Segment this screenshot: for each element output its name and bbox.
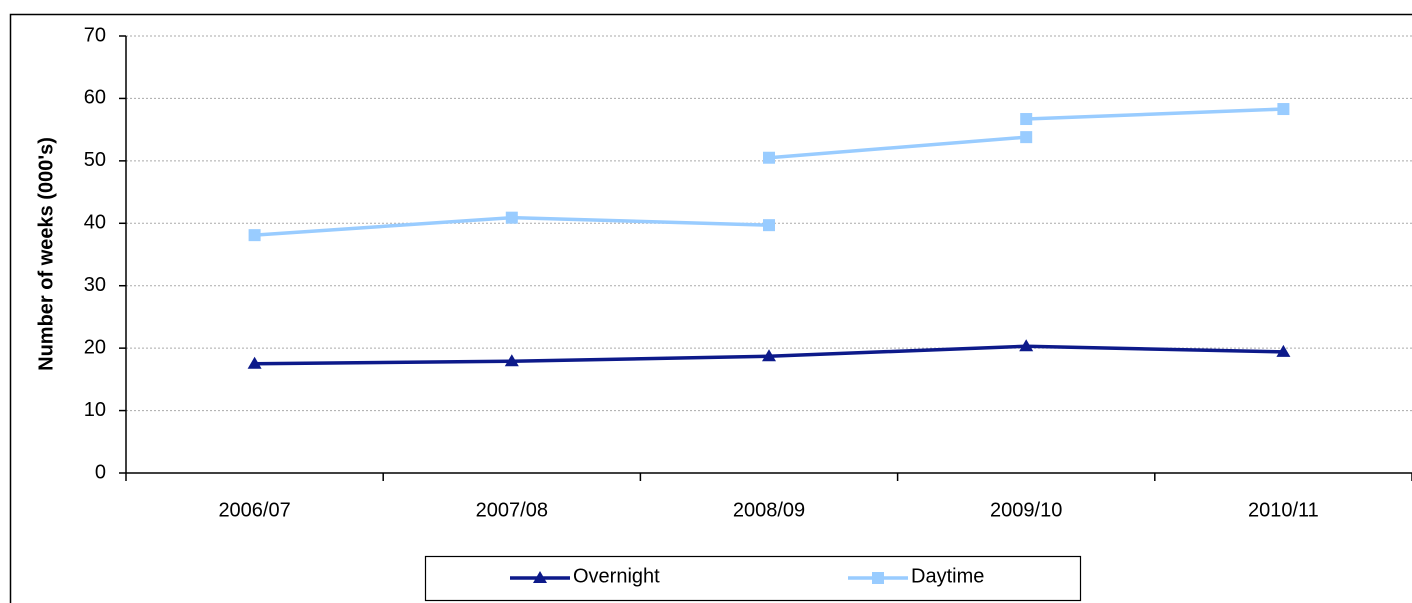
y-tick-label: 10 bbox=[84, 399, 106, 421]
y-tick-label: 20 bbox=[84, 336, 106, 358]
y-axis-label: Number of weeks (000's) bbox=[35, 137, 57, 371]
y-tick-label: 30 bbox=[84, 274, 106, 296]
x-tick-label: 2008/09 bbox=[733, 499, 805, 521]
y-tick-label: 50 bbox=[84, 149, 106, 171]
data-point bbox=[763, 151, 775, 164]
data-point bbox=[1020, 131, 1033, 144]
chart-border bbox=[9, 13, 1412, 603]
y-tick-label: 40 bbox=[84, 212, 106, 234]
data-point bbox=[1020, 113, 1033, 126]
data-point bbox=[504, 354, 519, 367]
x-tick-label: 2010/11 bbox=[1248, 499, 1319, 521]
data-point bbox=[1019, 339, 1034, 352]
legend-label: Daytime bbox=[911, 565, 984, 587]
x-tick-label: 2006/07 bbox=[218, 499, 290, 521]
data-point bbox=[763, 219, 775, 232]
y-tick-label: 60 bbox=[84, 87, 106, 109]
data-point bbox=[1277, 103, 1290, 116]
x-tick-label: 2007/08 bbox=[476, 499, 548, 521]
data-point bbox=[762, 349, 776, 362]
legend-marker bbox=[872, 572, 884, 584]
y-tick-label: 70 bbox=[84, 24, 106, 46]
data-point bbox=[1276, 344, 1291, 357]
series-line bbox=[768, 135, 1027, 160]
legend-label: Overnight bbox=[573, 565, 660, 587]
legend-marker bbox=[533, 571, 547, 583]
data-point bbox=[247, 356, 262, 369]
y-tick-label: 0 bbox=[95, 461, 106, 483]
data-point bbox=[505, 211, 518, 224]
series-line bbox=[1026, 107, 1284, 121]
x-tick-label: 2009/10 bbox=[990, 499, 1062, 521]
data-point bbox=[248, 229, 261, 242]
